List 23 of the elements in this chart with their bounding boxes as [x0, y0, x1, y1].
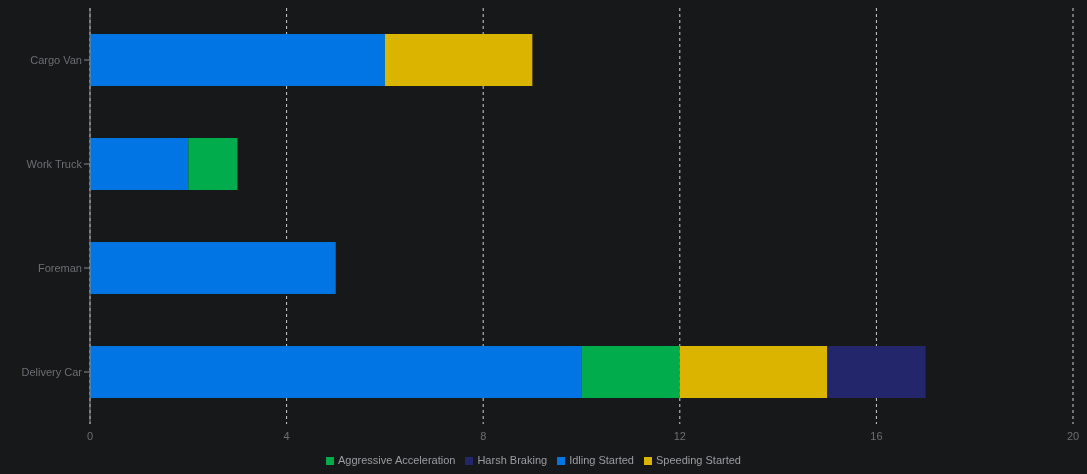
- x-tick-label: 16: [870, 429, 883, 442]
- x-tick-label: 12: [673, 429, 686, 442]
- bar: [679, 346, 828, 398]
- bar: [827, 346, 926, 398]
- x-tick-label: 0: [86, 429, 94, 442]
- legend-label: Speeding Started: [655, 454, 741, 466]
- bar: [90, 242, 336, 294]
- x-tick-label: 8: [480, 429, 487, 442]
- y-tick-label: Foreman: [37, 261, 82, 274]
- x-tick-label: 20: [1066, 429, 1080, 442]
- y-tick-label: Delivery Car: [21, 365, 83, 378]
- y-tick-label: Work Truck: [26, 157, 83, 170]
- bar: [90, 138, 189, 190]
- legend-label: Idling Started: [569, 454, 634, 466]
- bar: [188, 138, 238, 190]
- bar: [90, 346, 582, 398]
- legend-label: Aggressive Acceleration: [338, 454, 456, 466]
- y-tick-label: Cargo Van: [30, 53, 82, 66]
- bar: [384, 34, 533, 86]
- x-tick-label: 4: [283, 429, 290, 442]
- bar: [581, 346, 680, 398]
- bar: [90, 34, 385, 86]
- legend-label: Harsh Braking: [477, 454, 548, 466]
